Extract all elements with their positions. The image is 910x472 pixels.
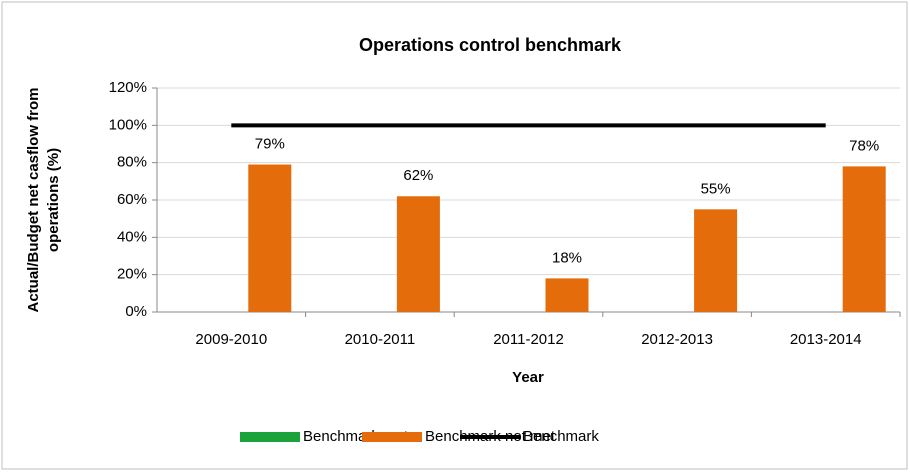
data-label: 78% <box>849 137 879 154</box>
y-tick-label: 120% <box>109 79 147 96</box>
x-tick-label: 2013-2014 <box>790 331 862 348</box>
y-tick-label: 100% <box>109 116 147 133</box>
y-axis-title-line: operations (%) <box>45 148 62 252</box>
legend-swatch <box>362 432 422 442</box>
x-tick-label: 2009-2010 <box>195 331 267 348</box>
chart-title: Operations control benchmark <box>359 35 622 55</box>
x-tick-label: 2012-2013 <box>641 331 713 348</box>
legend-swatch <box>240 432 300 442</box>
bar <box>842 166 886 312</box>
y-tick-label: 60% <box>117 191 147 208</box>
data-label: 18% <box>552 249 582 266</box>
y-tick-label: 80% <box>117 154 147 171</box>
bar <box>396 196 440 312</box>
x-tick-label: 2010-2011 <box>345 331 416 348</box>
y-tick-label: 0% <box>125 303 147 320</box>
y-axis-title: Actual/Budget net casflow from operation… <box>25 87 62 312</box>
data-label: 55% <box>701 180 731 197</box>
x-axis-title: Year <box>512 369 544 386</box>
legend-label: Benchmark <box>523 428 599 445</box>
y-tick-label: 40% <box>117 228 147 245</box>
data-label: 62% <box>403 167 433 184</box>
data-label: 79% <box>255 136 285 153</box>
bar <box>248 164 292 312</box>
bar <box>694 209 738 312</box>
y-axis-title-line: Actual/Budget net casflow from <box>25 87 42 312</box>
y-tick-label: 20% <box>117 266 147 283</box>
x-tick-label: 2011-2012 <box>493 331 564 348</box>
bar <box>545 278 589 312</box>
